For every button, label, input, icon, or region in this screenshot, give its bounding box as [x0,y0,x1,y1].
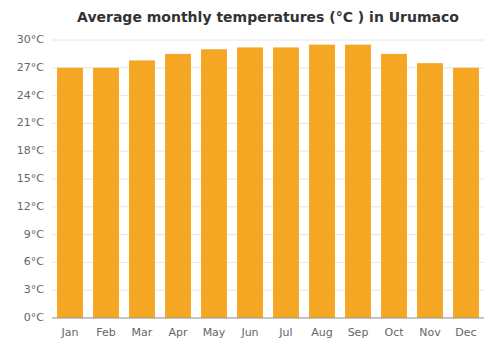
chart: Average monthly temperatures (°C ) in Ur… [0,0,500,350]
x-tick-label: May [203,326,226,339]
y-tick-label: 3°C [24,283,44,296]
y-tick-label: 27°C [17,61,44,74]
bar [129,60,155,318]
grid-line [52,318,484,319]
chart-container: Average monthly temperatures (°C ) in Ur… [0,0,500,350]
x-tick-label: Sep [348,326,369,339]
x-axis-line [52,318,484,319]
y-tick-label: 30°C [17,33,44,46]
grid [52,40,484,318]
y-tick-label: 24°C [17,89,44,102]
x-tick-label: Jun [240,326,258,339]
bars [57,45,479,318]
chart-title: Average monthly temperatures (°C ) in Ur… [77,9,459,25]
x-tick-label: Jul [278,326,292,339]
x-tick-label: Mar [132,326,153,339]
grid-line [52,40,484,41]
bar [309,45,335,318]
x-axis: Jan Feb Mar Apr May Jun Jul Aug Sep Oct Nov Dec [52,318,484,339]
y-tick-label: 18°C [17,144,44,157]
bar [381,54,407,318]
y-tick-label: 12°C [17,200,44,213]
x-tick-label: Dec [455,326,476,339]
y-tick-label: 0°C [24,311,44,324]
x-tick-label: Nov [419,326,441,339]
bar [237,47,263,318]
bar [345,45,371,318]
y-tick-label: 6°C [24,255,44,268]
y-tick-label: 21°C [17,116,44,129]
bar [93,68,119,318]
x-tick-label: Apr [168,326,188,339]
bar [57,68,83,318]
x-tick-label: Oct [384,326,404,339]
bar [201,49,227,318]
y-tick-label: 9°C [24,228,44,241]
bar [165,54,191,318]
bar [453,68,479,318]
bar [273,47,299,318]
bar [417,63,443,318]
x-tick-label: Jan [61,326,79,339]
y-tick-label: 15°C [17,172,44,185]
x-tick-label: Aug [311,326,332,339]
x-tick-label: Feb [96,326,115,339]
y-axis: 0°C 3°C 6°C 9°C 12°C 15°C 18°C 21°C 24°C 27°C 30°C [17,33,44,324]
